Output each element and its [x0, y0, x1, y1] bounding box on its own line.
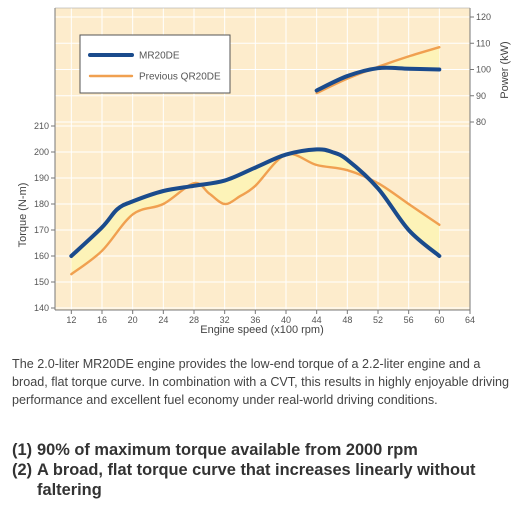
- x-tick-label: 36: [250, 315, 260, 325]
- x-tick-label: 12: [66, 315, 76, 325]
- power-tick-label: 80: [476, 117, 486, 127]
- x-tick-label: 44: [312, 315, 322, 325]
- engine-description: The 2.0-liter MR20DE engine provides the…: [12, 357, 510, 407]
- legend-label: MR20DE: [139, 51, 180, 62]
- torque-tick-label: 170: [34, 225, 49, 235]
- x-tick-label: 64: [465, 315, 475, 325]
- torque-tick-label: 140: [34, 303, 49, 313]
- feature-number: (1): [12, 441, 33, 459]
- x-tick-label: 24: [158, 315, 168, 325]
- y-axis-title-torque: Torque (N-m): [17, 183, 29, 248]
- x-tick-label: 56: [404, 315, 414, 325]
- feature-text: A broad, flat torque curve that increase…: [37, 461, 476, 499]
- torque-tick-label: 190: [34, 173, 49, 183]
- mr20de-power-line: [314, 65, 442, 93]
- power-tick-label: 110: [476, 38, 490, 48]
- feature-item: (1) 90% of maximum torque available from…: [12, 440, 517, 460]
- legend-label: Previous QR20DE: [139, 72, 221, 83]
- feature-text: 90% of maximum torque available from 200…: [37, 441, 418, 459]
- x-tick-label: 28: [189, 315, 199, 325]
- x-tick-label: 40: [281, 315, 291, 325]
- torque-tick-label: 200: [34, 147, 49, 157]
- torque-tick-label: 180: [34, 199, 49, 209]
- x-tick-label: 32: [220, 315, 230, 325]
- power-tick-label: 120: [476, 12, 491, 22]
- torque-difference-fill: [71, 149, 440, 275]
- feature-item: (2) A broad, flat torque curve that incr…: [12, 460, 517, 500]
- feature-number: (2): [12, 461, 33, 479]
- power-tick-label: 90: [476, 91, 486, 101]
- torque-tick-label: 210: [34, 121, 49, 131]
- power-difference-fill: [316, 47, 440, 94]
- torque-tick-label: 150: [34, 277, 49, 287]
- x-tick-label: 48: [342, 315, 352, 325]
- legend-box: [79, 34, 231, 94]
- x-tick-label: 60: [434, 315, 444, 325]
- y-axis-title-power: Power (kW): [499, 41, 511, 98]
- torque-power-chart: 12 16 20 24 28 32 36 40 44 48 52 56 60 64 140 150 160 170…: [17, 7, 511, 336]
- torque-tick-label: 160: [34, 251, 49, 261]
- x-tick-label: 20: [128, 315, 138, 325]
- feature-list: (1) 90% of maximum torque available from…: [12, 440, 517, 500]
- mr20de-torque-line: [69, 147, 442, 258]
- power-tick-label: 100: [476, 65, 491, 75]
- x-axis-title: Engine speed (x100 rpm): [200, 324, 324, 336]
- x-tick-label: 52: [373, 315, 383, 325]
- x-tick-label: 16: [97, 315, 107, 325]
